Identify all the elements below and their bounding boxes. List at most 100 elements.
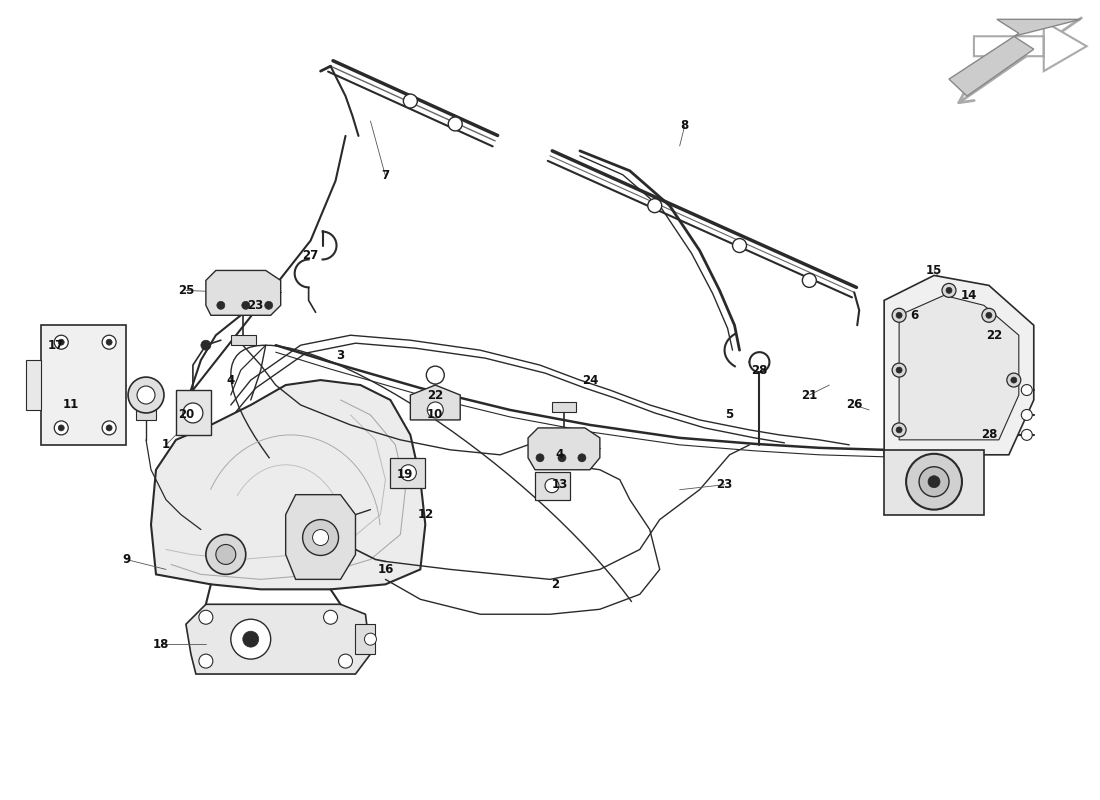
Polygon shape bbox=[884, 450, 983, 514]
Circle shape bbox=[128, 377, 164, 413]
Text: 14: 14 bbox=[960, 289, 977, 302]
Circle shape bbox=[1021, 430, 1032, 440]
Circle shape bbox=[106, 339, 112, 345]
Text: 11: 11 bbox=[63, 398, 79, 411]
Circle shape bbox=[892, 308, 906, 322]
Polygon shape bbox=[206, 270, 280, 315]
Polygon shape bbox=[151, 380, 426, 590]
Polygon shape bbox=[884, 275, 1034, 455]
Circle shape bbox=[400, 465, 416, 481]
Circle shape bbox=[1021, 410, 1032, 421]
Text: 4: 4 bbox=[227, 374, 235, 386]
Circle shape bbox=[364, 633, 376, 645]
Text: 18: 18 bbox=[153, 638, 169, 650]
Text: 1: 1 bbox=[162, 438, 170, 451]
Text: 26: 26 bbox=[846, 398, 862, 411]
Circle shape bbox=[54, 335, 68, 349]
Circle shape bbox=[231, 619, 271, 659]
Circle shape bbox=[58, 425, 64, 431]
Polygon shape bbox=[949, 19, 1080, 96]
Polygon shape bbox=[535, 472, 570, 500]
Text: 8: 8 bbox=[681, 119, 689, 133]
Circle shape bbox=[648, 198, 662, 213]
Text: 19: 19 bbox=[397, 468, 414, 482]
Circle shape bbox=[106, 425, 112, 431]
Polygon shape bbox=[26, 360, 42, 410]
Circle shape bbox=[242, 302, 250, 310]
Circle shape bbox=[896, 367, 902, 373]
Text: 22: 22 bbox=[427, 389, 443, 402]
Circle shape bbox=[54, 421, 68, 435]
Circle shape bbox=[733, 238, 747, 253]
Circle shape bbox=[183, 403, 202, 423]
Text: 7: 7 bbox=[382, 170, 389, 182]
Polygon shape bbox=[186, 604, 371, 674]
Text: 13: 13 bbox=[552, 478, 568, 491]
Polygon shape bbox=[974, 22, 1087, 71]
Circle shape bbox=[1011, 377, 1016, 383]
Polygon shape bbox=[286, 494, 355, 579]
Text: 23: 23 bbox=[248, 299, 264, 312]
Polygon shape bbox=[136, 408, 156, 420]
Circle shape bbox=[138, 386, 155, 404]
Circle shape bbox=[199, 610, 213, 624]
Polygon shape bbox=[552, 402, 576, 412]
Circle shape bbox=[102, 335, 117, 349]
Circle shape bbox=[427, 402, 443, 418]
Text: 27: 27 bbox=[302, 249, 319, 262]
Circle shape bbox=[986, 312, 992, 318]
Polygon shape bbox=[390, 458, 426, 488]
Circle shape bbox=[544, 478, 559, 493]
Text: 23: 23 bbox=[716, 478, 733, 491]
Text: 15: 15 bbox=[926, 264, 943, 277]
Circle shape bbox=[946, 287, 952, 294]
Text: 25: 25 bbox=[178, 284, 194, 297]
Circle shape bbox=[201, 340, 211, 350]
Circle shape bbox=[896, 312, 902, 318]
Text: 10: 10 bbox=[427, 409, 443, 422]
Polygon shape bbox=[42, 326, 127, 445]
Text: 21: 21 bbox=[801, 389, 817, 402]
Text: 5: 5 bbox=[725, 409, 734, 422]
Text: 4: 4 bbox=[556, 448, 564, 462]
Circle shape bbox=[578, 454, 586, 462]
Text: 20: 20 bbox=[178, 409, 194, 422]
Circle shape bbox=[102, 421, 117, 435]
Circle shape bbox=[536, 454, 544, 462]
Text: 28: 28 bbox=[751, 364, 768, 377]
Circle shape bbox=[216, 545, 235, 565]
Polygon shape bbox=[410, 385, 460, 420]
Circle shape bbox=[58, 339, 64, 345]
Text: 2: 2 bbox=[551, 578, 559, 591]
Text: 6: 6 bbox=[910, 309, 918, 322]
Circle shape bbox=[404, 94, 417, 108]
Text: 22: 22 bbox=[986, 329, 1002, 342]
Text: 17: 17 bbox=[48, 338, 65, 352]
Circle shape bbox=[265, 302, 273, 310]
Circle shape bbox=[802, 274, 816, 287]
Circle shape bbox=[892, 363, 906, 377]
Polygon shape bbox=[355, 624, 375, 654]
Polygon shape bbox=[528, 428, 600, 470]
Circle shape bbox=[206, 534, 245, 574]
Polygon shape bbox=[899, 295, 1019, 440]
Circle shape bbox=[449, 117, 462, 131]
Text: 24: 24 bbox=[582, 374, 598, 386]
Circle shape bbox=[1021, 385, 1032, 395]
Circle shape bbox=[302, 519, 339, 555]
Circle shape bbox=[982, 308, 996, 322]
Circle shape bbox=[906, 454, 962, 510]
Polygon shape bbox=[231, 335, 255, 345]
Circle shape bbox=[312, 530, 329, 546]
Circle shape bbox=[339, 654, 352, 668]
Circle shape bbox=[427, 366, 444, 384]
Circle shape bbox=[1006, 373, 1021, 387]
Circle shape bbox=[199, 654, 213, 668]
Circle shape bbox=[749, 352, 769, 372]
Circle shape bbox=[217, 302, 224, 310]
Text: 9: 9 bbox=[122, 553, 130, 566]
Circle shape bbox=[896, 427, 902, 433]
Circle shape bbox=[928, 476, 940, 488]
Circle shape bbox=[558, 454, 566, 462]
Polygon shape bbox=[176, 390, 211, 435]
